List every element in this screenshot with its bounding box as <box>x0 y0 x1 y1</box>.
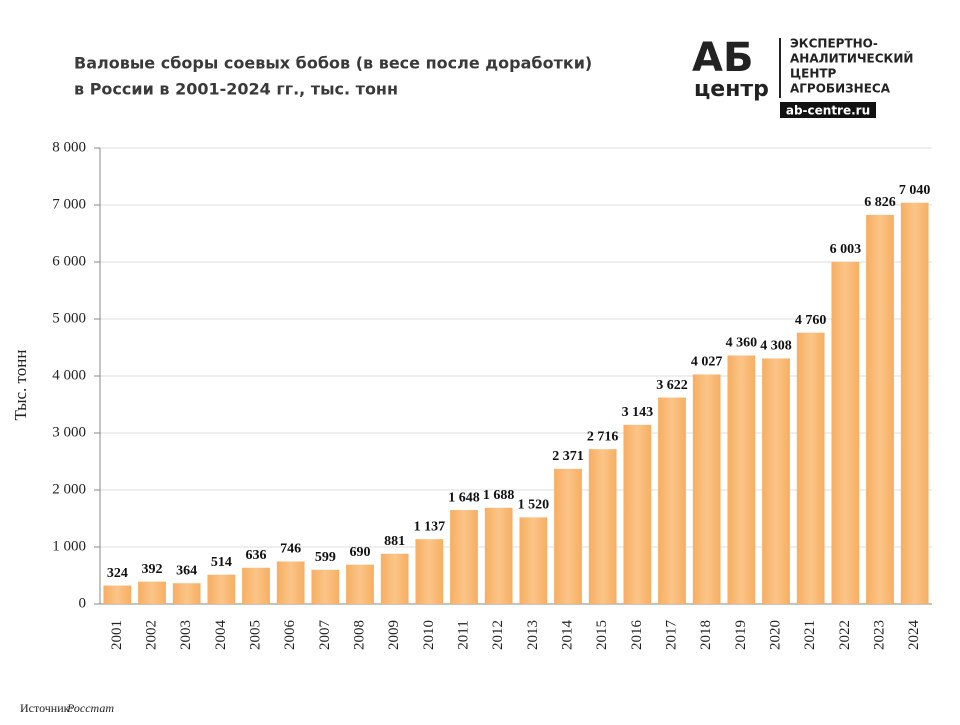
value-label: 881 <box>384 534 405 549</box>
x-tick-label: 2018 <box>698 620 714 650</box>
value-label: 3 622 <box>656 378 688 393</box>
value-label: 3 143 <box>622 405 654 420</box>
y-tick-label: 4 000 <box>52 367 86 383</box>
x-tick-label: 2020 <box>767 620 783 650</box>
value-label: 746 <box>280 542 301 557</box>
bar <box>727 355 756 604</box>
bar <box>831 261 860 604</box>
x-tick-label: 2010 <box>421 620 437 650</box>
logo-sub: центр <box>694 77 769 102</box>
x-tick-label: 2019 <box>733 620 749 650</box>
value-label: 4 027 <box>691 355 723 370</box>
source-label: Источник: <box>20 701 73 715</box>
logo-mark: АБ <box>692 35 753 81</box>
y-tick-label: 7 000 <box>52 196 86 212</box>
x-tick-label: 2001 <box>109 620 125 650</box>
x-tick-label: 2013 <box>525 620 541 650</box>
source-name: Росстат <box>66 701 114 715</box>
y-tick-label: 2 000 <box>52 481 86 497</box>
x-tick-label: 2015 <box>594 620 610 650</box>
bar <box>900 202 929 604</box>
x-tick-label: 2017 <box>663 620 679 651</box>
x-tick-label: 2008 <box>351 620 367 650</box>
bar <box>692 374 721 604</box>
bar <box>484 507 513 604</box>
y-tick-label: 8 000 <box>52 139 86 155</box>
bar <box>762 358 790 604</box>
value-label: 1 137 <box>414 519 446 534</box>
x-tick-label: 2024 <box>906 620 922 651</box>
y-tick-label: 1 000 <box>52 538 86 554</box>
x-tick-label: 2003 <box>178 620 194 650</box>
bar <box>242 567 270 604</box>
value-label: 364 <box>176 563 197 578</box>
bar <box>415 539 444 604</box>
value-label: 6 826 <box>864 195 896 210</box>
bar <box>311 569 340 604</box>
bar <box>138 581 166 604</box>
value-label: 392 <box>142 562 163 577</box>
bar <box>346 564 374 604</box>
bar <box>554 468 582 604</box>
x-tick-label: 2011 <box>455 620 471 649</box>
value-label: 2 371 <box>552 449 584 464</box>
value-label: 690 <box>350 545 371 560</box>
logo-site: ab-centre.ru <box>786 104 870 118</box>
x-tick-label: 2014 <box>559 620 575 651</box>
value-label: 2 716 <box>587 429 619 444</box>
value-label: 324 <box>107 566 128 581</box>
logo: АБ центр ЭКСПЕРТНО- АНАЛИТИЧЕСКИЙ ЦЕНТР … <box>692 35 913 118</box>
bar <box>276 561 305 604</box>
y-tick-label: 0 <box>79 595 87 611</box>
bar <box>103 585 132 604</box>
chart-title: в России в 2001-2024 гг., тыс. тонн <box>74 80 398 99</box>
y-axis-label: Тыс. тонн <box>11 350 30 421</box>
value-label: 514 <box>211 555 232 570</box>
x-tick-label: 2023 <box>871 620 887 650</box>
x-tick-label: 2009 <box>386 620 402 650</box>
logo-line: ЦЕНТР <box>790 67 837 81</box>
x-tick-label: 2016 <box>629 620 645 651</box>
y-tick-label: 5 000 <box>52 310 86 326</box>
value-label: 6 003 <box>830 242 862 257</box>
bar <box>450 510 478 604</box>
bar <box>623 424 652 604</box>
bar <box>172 583 201 604</box>
bar <box>796 332 825 604</box>
x-tick-label: 2005 <box>247 620 263 650</box>
x-tick-label: 2012 <box>490 620 506 650</box>
value-label: 599 <box>315 550 336 565</box>
value-label: 7 040 <box>899 183 931 198</box>
x-tick-label: 2002 <box>143 620 159 650</box>
bar <box>519 517 548 604</box>
logo-line: ЭКСПЕРТНО- <box>790 37 878 51</box>
x-tick-label: 2004 <box>213 620 229 651</box>
chart-title: Валовые сборы соевых бобов (в весе после… <box>74 54 592 73</box>
value-label: 4 360 <box>726 336 758 351</box>
value-label: 1 688 <box>483 488 515 503</box>
bar <box>380 553 409 604</box>
value-label: 1 648 <box>448 490 480 505</box>
x-tick-label: 2006 <box>282 620 298 651</box>
y-tick-label: 3 000 <box>52 424 86 440</box>
x-tick-label: 2007 <box>317 620 333 651</box>
value-label: 1 520 <box>518 498 550 513</box>
logo-line: АГРОБИЗНЕСА <box>790 82 891 96</box>
bar <box>866 214 894 604</box>
value-label: 4 308 <box>760 339 792 354</box>
value-label: 636 <box>246 548 267 563</box>
bar <box>207 574 236 604</box>
bar <box>588 449 617 604</box>
x-tick-label: 2021 <box>802 620 818 650</box>
bar <box>658 397 686 604</box>
x-tick-label: 2022 <box>837 620 853 650</box>
y-tick-label: 6 000 <box>52 253 86 269</box>
value-label: 4 760 <box>795 313 827 328</box>
logo-line: АНАЛИТИЧЕСКИЙ <box>790 51 913 66</box>
